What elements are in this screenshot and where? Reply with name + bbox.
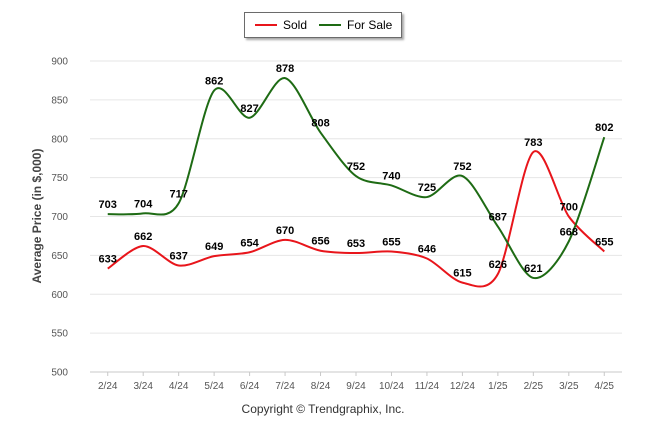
legend-label-for-sale: For Sale (347, 18, 393, 32)
y-tick-label: 550 (51, 329, 68, 340)
data-label-sold: 662 (134, 231, 152, 243)
data-label-sold: 646 (418, 243, 436, 255)
data-label-for-sale: 862 (205, 76, 223, 88)
x-tick-label: 1/25 (488, 381, 508, 392)
data-label-sold: 633 (99, 254, 117, 266)
data-label-for-sale: 752 (453, 161, 471, 173)
x-tick-label: 9/24 (346, 381, 366, 392)
y-tick-label: 600 (51, 290, 68, 301)
data-label-for-sale: 687 (489, 212, 507, 224)
x-tick-label: 4/24 (169, 381, 189, 392)
data-label-sold: 654 (240, 237, 259, 249)
data-label-for-sale: 668 (560, 226, 578, 238)
data-label-for-sale: 752 (347, 161, 365, 173)
data-label-sold: 656 (311, 236, 329, 248)
x-tick-label: 11/24 (415, 381, 440, 392)
data-label-sold: 655 (382, 236, 400, 248)
legend-swatch-for-sale (319, 24, 341, 26)
data-label-sold: 700 (560, 202, 578, 214)
copyright-footer: Copyright © Trendgraphix, Inc. (241, 402, 405, 416)
legend-item-sold: Sold (255, 18, 307, 32)
data-label-for-sale: 703 (99, 199, 117, 211)
legend: Sold For Sale (244, 12, 402, 38)
x-tick-label: 6/24 (240, 381, 260, 392)
y-tick-label: 750 (51, 173, 68, 184)
data-label-sold: 653 (347, 238, 365, 250)
data-label-sold: 655 (595, 236, 613, 248)
y-tick-label: 850 (51, 95, 68, 106)
data-label-for-sale: 808 (311, 118, 329, 130)
x-tick-label: 5/24 (204, 381, 224, 392)
data-label-sold: 626 (489, 259, 507, 271)
data-label-for-sale: 704 (134, 198, 153, 210)
data-label-sold: 649 (205, 241, 223, 253)
data-label-sold: 615 (453, 268, 471, 280)
data-label-sold: 783 (524, 137, 542, 149)
y-tick-label: 500 (51, 368, 68, 379)
x-tick-label: 12/24 (450, 381, 475, 392)
y-tick-label: 700 (51, 212, 68, 223)
x-tick-label: 3/24 (133, 381, 153, 392)
y-tick-label: 900 (51, 57, 68, 68)
series-line-for-sale (107, 77, 606, 279)
data-label-for-sale: 725 (418, 182, 436, 194)
legend-label-sold: Sold (283, 18, 308, 32)
x-tick-label: 7/24 (275, 381, 295, 392)
y-tick-label: 800 (51, 134, 68, 145)
series-line-sold (107, 150, 605, 288)
x-tick-label: 8/24 (311, 381, 331, 392)
x-tick-label: 10/24 (379, 381, 404, 392)
data-label-for-sale: 878 (276, 63, 294, 75)
legend-item-for-sale: For Sale (319, 18, 392, 32)
data-label-for-sale: 717 (169, 188, 187, 200)
data-label-sold: 670 (276, 225, 294, 237)
x-tick-label: 4/25 (595, 381, 615, 392)
data-label-for-sale: 802 (595, 122, 613, 134)
x-tick-label: 2/24 (98, 381, 118, 392)
x-tick-label: 2/25 (524, 381, 544, 392)
data-label-for-sale: 827 (240, 103, 258, 115)
y-tick-label: 650 (51, 251, 68, 262)
data-label-for-sale: 740 (382, 170, 400, 182)
data-label-for-sale: 621 (524, 263, 542, 275)
x-tick-label: 3/25 (559, 381, 579, 392)
legend-swatch-sold (255, 24, 277, 26)
data-label-sold: 637 (169, 250, 187, 262)
